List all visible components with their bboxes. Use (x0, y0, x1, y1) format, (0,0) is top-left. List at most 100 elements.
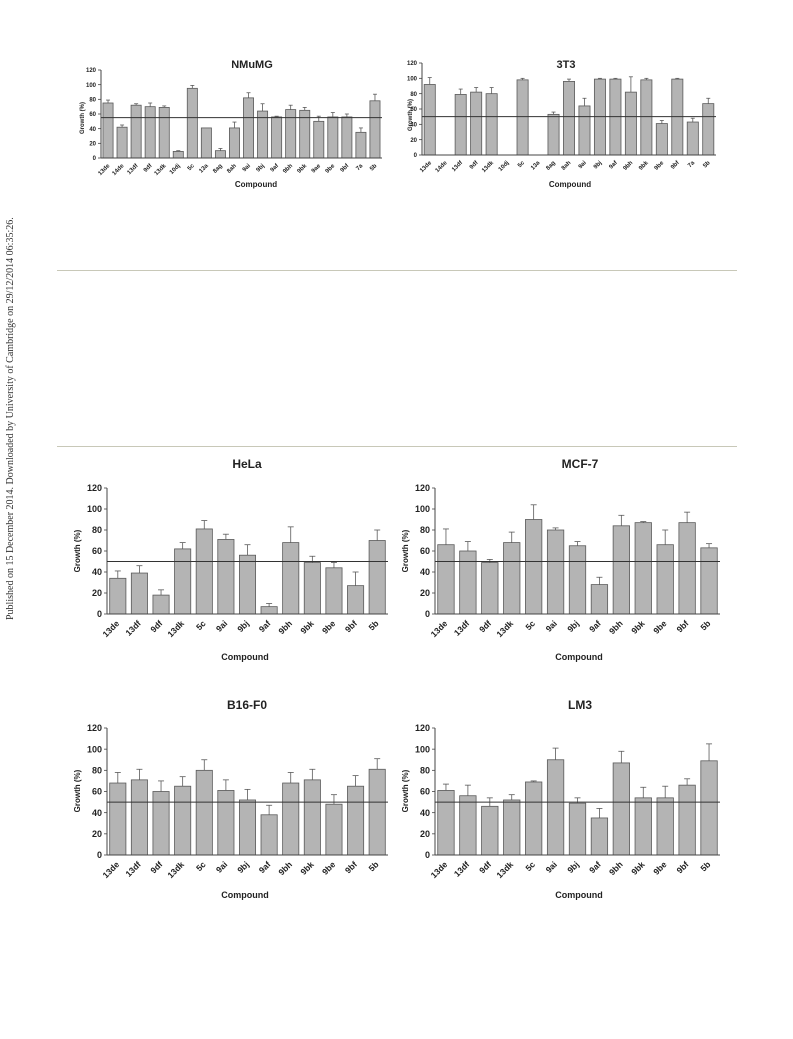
x-tick-label: 14de (112, 163, 126, 177)
x-tick-label: 13dk (494, 618, 515, 639)
chart-hela: HeLa Growth (%) Compound 0 20 40 60 80 100 120… (73, 457, 388, 662)
y-tick-label: 120 (87, 483, 102, 493)
chart-title: MCF-7 (562, 457, 599, 471)
x-tick-label: 7a (687, 160, 696, 169)
y-axis-label: Growth (%) (73, 529, 82, 572)
x-tick-label: 5b (367, 859, 381, 873)
bar (437, 790, 455, 856)
bar (144, 106, 156, 159)
y-tick-label: 100 (415, 504, 430, 514)
bar (485, 93, 498, 156)
bar (525, 519, 543, 615)
y-axis-label: Growth (%) (401, 529, 410, 572)
bar (238, 554, 257, 615)
x-tick-label: 10dj (498, 160, 511, 173)
bar (214, 150, 226, 159)
y-tick-label: 20 (92, 829, 102, 839)
y-axis-label: Growth (%) (408, 99, 414, 131)
x-tick-label: 9af (587, 618, 603, 634)
y-tick-label: 0 (97, 850, 102, 860)
y-tick-label: 40 (92, 567, 102, 577)
bar (303, 779, 321, 856)
y-tick-label: 120 (87, 723, 102, 733)
x-tick-label: 8ag (212, 163, 224, 175)
bar (130, 572, 148, 615)
y-axis-label: Growth (%) (80, 102, 86, 134)
bar (578, 105, 591, 156)
bar (624, 91, 637, 156)
x-tick-label: 9be (651, 859, 669, 877)
chart-title: LM3 (568, 698, 592, 712)
x-tick-label: 5b (369, 163, 378, 172)
y-tick-label: 100 (87, 744, 102, 754)
bar (116, 126, 128, 159)
bar (686, 121, 699, 156)
bar (109, 577, 127, 615)
x-tick-label: 9bf (343, 859, 359, 875)
bar (656, 544, 674, 615)
bar (325, 567, 343, 615)
x-tick-label: 13dk (481, 160, 495, 174)
bar (503, 542, 521, 615)
x-tick-label: 13a (198, 163, 210, 175)
chart-nmumg: NMuMG Growth (%) Compound 0 20 40 60 80 100 12… (80, 59, 382, 189)
y-tick-label: 80 (420, 765, 430, 775)
bar (217, 790, 235, 856)
x-axis-label: Compound (555, 652, 603, 662)
y-tick-label: 40 (410, 122, 417, 128)
y-tick-label: 0 (93, 156, 97, 162)
x-tick-label: 9df (148, 618, 164, 634)
bar (525, 781, 543, 856)
x-tick-label: 5c (194, 859, 208, 873)
bar (172, 151, 184, 159)
bar (702, 103, 715, 156)
x-tick-label: 13de (429, 859, 450, 880)
bar (590, 817, 609, 856)
x-tick-label: 14de (435, 160, 449, 174)
x-tick-label: 9bk (638, 160, 650, 172)
bar (260, 606, 278, 615)
bar (217, 539, 235, 615)
separator-line (57, 446, 737, 447)
bar (130, 104, 142, 159)
x-tick-label: 9df (477, 618, 493, 634)
y-axis-label: Growth (%) (73, 769, 82, 812)
x-tick-label: 9bk (297, 163, 309, 175)
y-tick-label: 60 (89, 112, 96, 118)
y-tick-label: 120 (407, 61, 418, 67)
y-tick-label: 100 (415, 744, 430, 754)
x-tick-label: 9df (143, 162, 154, 173)
x-tick-label: 13de (100, 618, 121, 639)
chart-title: HeLa (232, 457, 262, 471)
bar (102, 102, 114, 159)
y-tick-label: 20 (410, 138, 417, 144)
bar (303, 562, 321, 615)
x-tick-label: 9bf (674, 859, 690, 875)
x-tick-label: 9bh (607, 859, 625, 877)
x-tick-label: 5c (517, 160, 526, 169)
x-tick-label: 9ai (544, 859, 559, 874)
y-tick-label: 120 (415, 483, 430, 493)
chart-mcf7: MCF-7 Growth (%) Compound 0 20 40 60 80 100 12… (401, 457, 720, 662)
y-tick-label: 60 (420, 546, 430, 556)
y-tick-label: 100 (86, 83, 97, 89)
y-tick-label: 80 (410, 92, 417, 98)
x-tick-label: 9ai (214, 859, 229, 874)
x-tick-label: 5b (367, 618, 381, 632)
y-tick-label: 20 (420, 588, 430, 598)
x-tick-label: 9bf (670, 159, 681, 170)
x-tick-label: 13dk (494, 859, 515, 880)
separator-line (57, 270, 737, 271)
bar (271, 116, 283, 159)
x-tick-label: 9bf (343, 618, 359, 634)
x-tick-label: 9df (477, 859, 493, 875)
bar (347, 785, 365, 856)
x-tick-label: 9be (654, 160, 666, 172)
download-notice-text: Published on 15 December 2014. Downloade… (5, 217, 16, 620)
x-tick-label: 9bk (298, 618, 316, 636)
bar (459, 550, 477, 615)
bar (174, 785, 192, 856)
bar (109, 782, 127, 856)
chart-3t3: 3T3 Growth (%) Compound 0 20 40 60 80 100 120 1… (407, 59, 716, 189)
bar (700, 760, 718, 856)
